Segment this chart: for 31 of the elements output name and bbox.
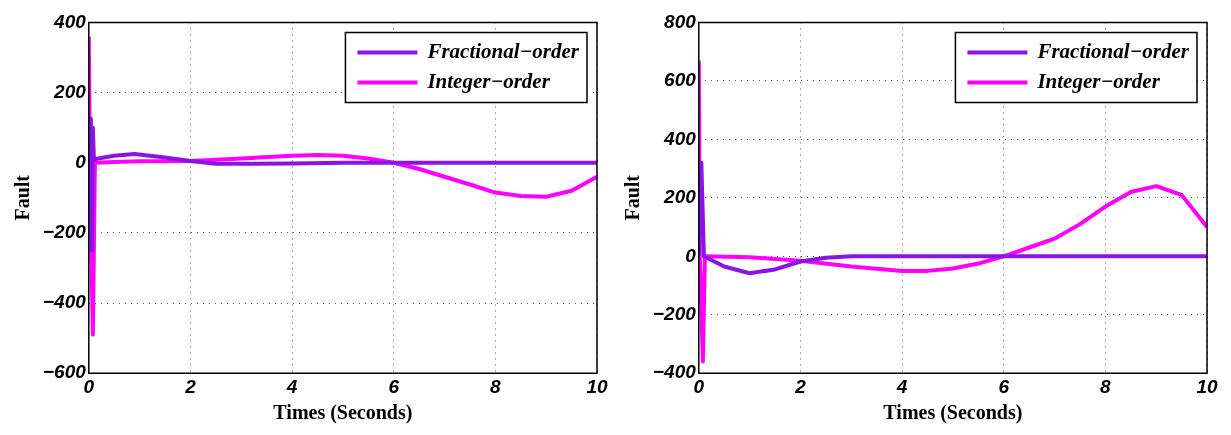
- y-axis-title: Fault: [621, 174, 644, 221]
- x-axis-title: Times (Seconds): [883, 401, 1023, 425]
- y-tick-label: 600: [664, 69, 697, 91]
- x-tick-label: 8: [1100, 375, 1112, 397]
- x-axis-title: Times (Seconds): [273, 401, 413, 425]
- y-tick-label: 200: [53, 80, 87, 102]
- y-tick-label: 400: [663, 127, 697, 149]
- legend-label: Integer−order: [1036, 68, 1161, 93]
- x-tick-label: 4: [285, 375, 298, 397]
- legend-label: Fractional−order: [1036, 38, 1190, 63]
- x-tick-label: 6: [998, 375, 1010, 397]
- y-tick-label: −600: [43, 361, 87, 383]
- y-tick-label: −400: [43, 291, 87, 313]
- y-axis-title: Fault: [11, 174, 34, 221]
- y-tick-label: 0: [75, 150, 87, 172]
- y-tick-label: −400: [653, 361, 697, 383]
- x-tick-label: 8: [490, 375, 502, 397]
- x-tick-label: 10: [586, 375, 608, 397]
- x-tick-label: 2: [184, 375, 197, 397]
- y-tick-label: 0: [685, 244, 697, 266]
- x-tick-label: 2: [794, 375, 807, 397]
- y-tick-label: −200: [43, 221, 87, 243]
- y-tick-label: 200: [663, 186, 697, 208]
- y-tick-label: 800: [664, 10, 697, 32]
- y-tick-label: 400: [53, 10, 87, 32]
- legend-label: Fractional−order: [426, 38, 580, 63]
- x-tick-label: 4: [895, 375, 908, 397]
- legend-label: Integer−order: [426, 68, 551, 93]
- y-tick-label: −200: [653, 302, 697, 324]
- x-tick-label: 6: [388, 375, 400, 397]
- x-tick-label: 10: [1196, 375, 1218, 397]
